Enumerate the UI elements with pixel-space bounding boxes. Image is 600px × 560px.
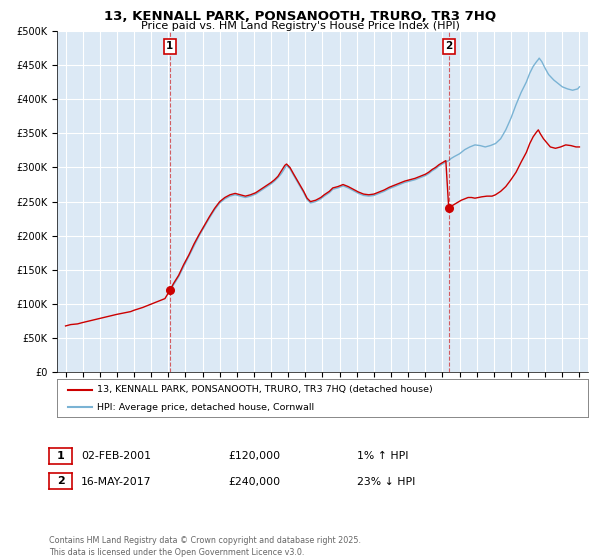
Text: £240,000: £240,000 xyxy=(228,477,280,487)
Text: 1% ↑ HPI: 1% ↑ HPI xyxy=(357,451,409,461)
Text: 1: 1 xyxy=(166,41,173,51)
Text: HPI: Average price, detached house, Cornwall: HPI: Average price, detached house, Corn… xyxy=(97,403,314,412)
Text: 1: 1 xyxy=(57,451,64,461)
Text: 13, KENNALL PARK, PONSANOOTH, TRURO, TR3 7HQ: 13, KENNALL PARK, PONSANOOTH, TRURO, TR3… xyxy=(104,10,496,23)
Text: £120,000: £120,000 xyxy=(228,451,280,461)
Text: Contains HM Land Registry data © Crown copyright and database right 2025.
This d: Contains HM Land Registry data © Crown c… xyxy=(49,536,361,557)
Text: 23% ↓ HPI: 23% ↓ HPI xyxy=(357,477,415,487)
Text: 2: 2 xyxy=(445,41,452,51)
Text: 02-FEB-2001: 02-FEB-2001 xyxy=(81,451,151,461)
Text: 16-MAY-2017: 16-MAY-2017 xyxy=(81,477,151,487)
Text: 13, KENNALL PARK, PONSANOOTH, TRURO, TR3 7HQ (detached house): 13, KENNALL PARK, PONSANOOTH, TRURO, TR3… xyxy=(97,385,433,394)
Text: 2: 2 xyxy=(57,476,64,486)
Text: Price paid vs. HM Land Registry's House Price Index (HPI): Price paid vs. HM Land Registry's House … xyxy=(140,21,460,31)
